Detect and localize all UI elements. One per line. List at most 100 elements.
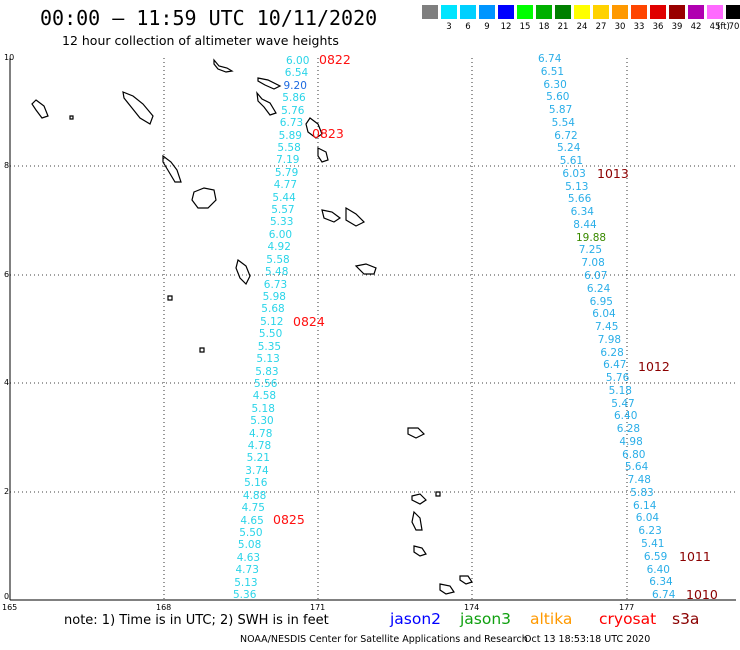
wave-height-value: 7.48 xyxy=(627,474,651,487)
wave-height-value: 5.18 xyxy=(608,384,632,397)
wave-height-value: 5.54 xyxy=(551,116,575,129)
wave-height-value: 6.73 xyxy=(279,117,304,130)
legend-swatch xyxy=(460,5,476,19)
generated-timestamp: Oct 13 18:53:18 UTC 2020 xyxy=(524,634,651,645)
legend-swatch xyxy=(479,5,495,19)
legend-label: 18 xyxy=(538,22,550,32)
wave-height-value: 7.19 xyxy=(276,154,300,167)
wave-height-value: 4.58 xyxy=(252,390,277,403)
legend-swatch xyxy=(517,5,533,19)
wave-height-value: 6.51 xyxy=(540,65,565,78)
map-title: 00:00 – 11:59 UTC 10/11/2020 xyxy=(40,6,378,30)
wave-height-value: 5.13 xyxy=(565,180,589,193)
wave-height-value: 6.23 xyxy=(638,525,662,538)
wave-height-value: 5.35 xyxy=(257,340,282,353)
wave-height-value: 5.13 xyxy=(234,576,258,589)
time-label: 1011 xyxy=(679,549,711,564)
wave-height-value: 5.18 xyxy=(251,402,275,415)
satellite-s3a: s3a xyxy=(672,610,700,628)
wave-height-value: 6.00 xyxy=(268,228,293,241)
legend-label: 6 xyxy=(465,22,471,32)
wave-height-value: 5.24 xyxy=(557,142,581,155)
legend-label: 42 xyxy=(690,22,702,32)
satellite-altika: altika xyxy=(530,610,573,628)
y-tick-label: 10 xyxy=(4,53,15,62)
wave-height-value: 5.12 xyxy=(260,315,284,328)
wave-height-value: 5.68 xyxy=(261,303,285,316)
legend-label: 39 xyxy=(671,22,683,32)
wave-height-value: 5.44 xyxy=(272,191,296,204)
x-tick-label: 171 xyxy=(310,603,326,612)
time-label: 0825 xyxy=(273,512,305,527)
legend-swatch xyxy=(422,5,438,19)
legend-label: 21 xyxy=(557,22,569,32)
wave-height-value: 6.04 xyxy=(592,308,616,321)
wave-height-value: 6.59 xyxy=(643,550,668,563)
legend-swatch xyxy=(688,5,704,19)
map-subtitle: 12 hour collection of altimeter wave hei… xyxy=(62,33,339,48)
y-tick-label: 6 xyxy=(4,270,10,279)
wave-height-value: 5.57 xyxy=(271,204,295,216)
wave-height-value: 5.58 xyxy=(277,141,301,154)
wave-height-value: 6.74 xyxy=(652,589,676,601)
wave-height-value: 5.13 xyxy=(256,353,280,365)
wave-height-value: 5.86 xyxy=(282,92,306,105)
satellite-jason3: jason3 xyxy=(460,610,512,628)
credit-line: NOAA/NESDIS Center for Satellite Applica… xyxy=(240,634,528,645)
island-outlines xyxy=(31,58,473,595)
legend-swatch xyxy=(631,5,647,19)
wave-height-value: 5.83 xyxy=(255,365,279,378)
wave-height-value: 5.66 xyxy=(567,193,592,206)
wave-height-value: 5.79 xyxy=(274,166,299,179)
satellite-cryosat: cryosat xyxy=(599,610,657,628)
wave-height-value: 6.28 xyxy=(600,346,624,359)
legend-swatch xyxy=(536,5,552,19)
wave-height-value: 4.75 xyxy=(241,502,265,515)
y-tick-label: 2 xyxy=(4,487,10,496)
legend-swatch xyxy=(612,5,628,19)
wave-height-value: 6.28 xyxy=(616,423,641,436)
x-tick-label: 177 xyxy=(619,603,635,612)
legend-swatch xyxy=(441,5,457,19)
wave-height-value: 5.08 xyxy=(237,539,262,552)
wave-height-value: 4.73 xyxy=(235,564,259,577)
legend-swatch xyxy=(726,5,740,19)
wave-height-value: 9.20 xyxy=(283,79,307,92)
y-tick-label: 8 xyxy=(4,161,10,170)
legend-label: 30 xyxy=(614,22,626,32)
wave-height-value: 4.77 xyxy=(273,179,298,192)
legend-unit: (ft) xyxy=(717,22,730,32)
wave-height-value: 5.21 xyxy=(246,452,270,465)
legend-label: 9 xyxy=(484,22,490,32)
wave-height-value: 7.08 xyxy=(581,257,605,270)
wave-height-value: 19.88 xyxy=(576,231,607,244)
legend-swatch xyxy=(650,5,666,19)
footnote: note: 1) Time is in UTC; 2) SWH is in fe… xyxy=(64,613,329,628)
legend-label: 24 xyxy=(576,22,588,32)
wave-height-value: 6.24 xyxy=(586,282,611,295)
legend-swatch xyxy=(669,5,685,19)
x-tick-label: 165 xyxy=(2,603,18,612)
legend-swatch xyxy=(574,5,590,19)
wave-height-value: 4.78 xyxy=(247,440,272,452)
wave-height-value: 6.34 xyxy=(570,206,594,219)
legend-label: 70 xyxy=(728,22,740,32)
wave-height-value: 6.54 xyxy=(284,67,309,80)
time-label: 0822 xyxy=(319,52,351,67)
wave-height-value: 4.98 xyxy=(619,435,643,448)
wave-height-value: 4.63 xyxy=(236,551,261,564)
wave-height-value: 7.98 xyxy=(597,333,622,346)
y-tick-label: 4 xyxy=(4,378,10,387)
wave-height-value: 5.56 xyxy=(254,377,278,390)
wave-height-value: 6.47 xyxy=(603,359,627,372)
wave-height-value: 5.50 xyxy=(239,526,263,539)
wave-height-value: 3.74 xyxy=(245,464,269,477)
wave-height-value: 7.25 xyxy=(578,244,603,257)
wave-height-value: 5.36 xyxy=(233,589,257,601)
wave-height-value: 4.92 xyxy=(267,241,291,254)
wave-height-value: 7.45 xyxy=(595,321,619,333)
time-label: 0823 xyxy=(312,126,344,141)
wave-height-value: 6.34 xyxy=(649,576,673,589)
legend-label: 45 xyxy=(709,22,721,32)
